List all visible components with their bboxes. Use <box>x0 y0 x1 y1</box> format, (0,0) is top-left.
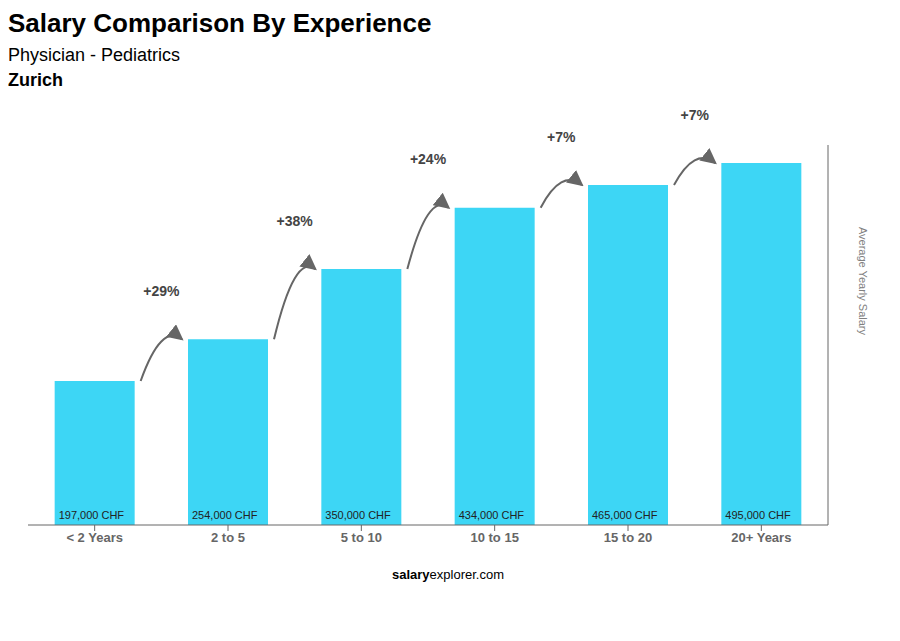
svg-text:2 to 5: 2 to 5 <box>211 530 245 545</box>
svg-text:434,000 CHF: 434,000 CHF <box>459 509 525 521</box>
svg-text:254,000 CHF: 254,000 CHF <box>192 509 258 521</box>
svg-text:197,000 CHF: 197,000 CHF <box>59 509 125 521</box>
svg-text:Average Yearly Salary: Average Yearly Salary <box>857 227 869 336</box>
svg-text:+24%: +24% <box>410 151 447 167</box>
svg-text:15 to 20: 15 to 20 <box>604 530 652 545</box>
svg-text:495,000 CHF: 495,000 CHF <box>725 509 791 521</box>
svg-text:+38%: +38% <box>277 213 314 229</box>
html-text:Salary Comparison By Experienc: Salary Comparison By Experience <box>8 8 432 38</box>
svg-text:+29%: +29% <box>143 283 180 299</box>
svg-text:+7%: +7% <box>680 107 709 123</box>
svg-text:10 to 15: 10 to 15 <box>470 530 518 545</box>
svg-text:5 to 10: 5 to 10 <box>341 530 382 545</box>
svg-text:465,000 CHF: 465,000 CHF <box>592 509 658 521</box>
html-text:Physician - Pediatrics: Physician - Pediatrics <box>8 45 181 65</box>
html-text:Zurich: Zurich <box>8 70 63 90</box>
svg-text:20+ Years: 20+ Years <box>731 530 791 545</box>
svg-text:+7%: +7% <box>547 129 576 145</box>
svg-text:350,000 CHF: 350,000 CHF <box>325 509 391 521</box>
html-text:salary explorer.com: salary explorer.com <box>392 567 504 582</box>
svg-text:< 2 Years: < 2 Years <box>66 530 123 545</box>
